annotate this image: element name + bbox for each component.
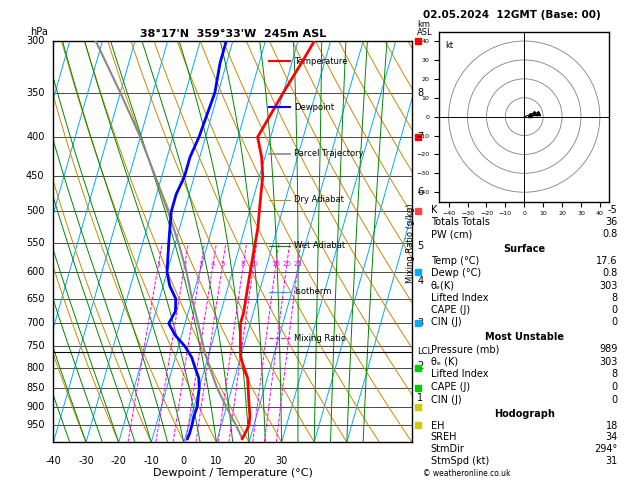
Text: 8: 8 [418,87,423,98]
Text: θₑ (K): θₑ (K) [431,357,458,367]
Text: 25: 25 [293,260,302,266]
Text: 0: 0 [611,395,618,404]
Text: -5: -5 [608,205,618,215]
Text: CAPE (J): CAPE (J) [431,382,470,392]
Text: 20: 20 [282,260,291,266]
Text: Temperature: Temperature [294,57,347,66]
Text: 0.8: 0.8 [603,268,618,278]
Text: CIN (J): CIN (J) [431,395,462,404]
Text: 303: 303 [599,280,618,291]
Text: Most Unstable: Most Unstable [485,332,564,342]
Text: -10: -10 [143,456,159,466]
Text: 600: 600 [26,267,45,277]
Text: 0.8: 0.8 [603,229,618,240]
Text: Lifted Index: Lifted Index [431,293,488,303]
Text: StmDir: StmDir [431,444,465,454]
Text: Totals Totals: Totals Totals [431,217,490,227]
Text: 1: 1 [418,393,423,403]
Text: Dewpoint: Dewpoint [294,103,334,112]
Text: 0: 0 [181,456,187,466]
Text: © weatheronline.co.uk: © weatheronline.co.uk [423,469,510,478]
Text: 16: 16 [271,260,280,266]
Text: 2: 2 [182,260,187,266]
Text: 294°: 294° [594,444,618,454]
Text: 10: 10 [210,456,223,466]
Text: 0: 0 [611,382,618,392]
Text: Isotherm: Isotherm [294,287,331,296]
Text: Dewpoint / Temperature (°C): Dewpoint / Temperature (°C) [153,469,313,478]
Text: 7: 7 [418,132,423,142]
Text: -40: -40 [45,456,62,466]
Text: 3: 3 [199,260,203,266]
Text: km
ASL: km ASL [418,20,433,37]
Text: CAPE (J): CAPE (J) [431,305,470,315]
Text: 900: 900 [26,402,45,412]
Text: kt: kt [445,41,453,50]
Text: Parcel Trajectory: Parcel Trajectory [294,149,364,158]
Text: 10: 10 [249,260,258,266]
Text: 8: 8 [241,260,245,266]
Text: 30: 30 [276,456,287,466]
Text: Lifted Index: Lifted Index [431,369,488,380]
Text: 550: 550 [26,238,45,248]
Text: Wet Adiabat: Wet Adiabat [294,241,345,250]
Text: -20: -20 [111,456,126,466]
Text: SREH: SREH [431,433,457,442]
Text: 38°17'N  359°33'W  245m ASL: 38°17'N 359°33'W 245m ASL [140,29,326,39]
Text: 350: 350 [26,87,45,98]
Text: Mixing Ratio: Mixing Ratio [294,333,346,343]
Text: θₑ(K): θₑ(K) [431,280,455,291]
Text: 8: 8 [611,293,618,303]
Text: Mixing Ratio (g/kg): Mixing Ratio (g/kg) [406,203,415,283]
Text: 0: 0 [611,305,618,315]
Text: 31: 31 [606,456,618,466]
Text: hPa: hPa [30,27,48,37]
Text: 0: 0 [611,317,618,327]
Text: 1: 1 [156,260,160,266]
Text: 18: 18 [606,421,618,431]
Text: 6: 6 [418,187,423,197]
Text: Dewp (°C): Dewp (°C) [431,268,481,278]
Text: 750: 750 [26,342,45,351]
Text: 8: 8 [611,369,618,380]
Text: 400: 400 [26,132,45,142]
Text: CIN (J): CIN (J) [431,317,462,327]
Text: 17.6: 17.6 [596,256,618,266]
Text: 20: 20 [243,456,255,466]
Text: 450: 450 [26,172,45,181]
Text: 300: 300 [26,36,45,46]
Text: 850: 850 [26,383,45,393]
Text: Hodograph: Hodograph [494,409,555,419]
Text: Surface: Surface [503,244,545,254]
Text: 4: 4 [211,260,215,266]
Text: 34: 34 [606,433,618,442]
Text: PW (cm): PW (cm) [431,229,472,240]
Text: 950: 950 [26,420,45,430]
Text: 2: 2 [418,361,423,371]
Text: -30: -30 [78,456,94,466]
Text: 02.05.2024  12GMT (Base: 00): 02.05.2024 12GMT (Base: 00) [423,10,601,20]
Text: 5: 5 [418,241,423,251]
Text: Pressure (mb): Pressure (mb) [431,344,499,354]
Text: 650: 650 [26,294,45,304]
Text: 3: 3 [418,318,423,329]
Text: 5: 5 [220,260,225,266]
Text: 303: 303 [599,357,618,367]
Text: LCL: LCL [418,347,433,356]
Text: K: K [431,205,437,215]
Text: EH: EH [431,421,444,431]
Text: 36: 36 [606,217,618,227]
Text: 989: 989 [599,344,618,354]
Text: 800: 800 [26,363,45,373]
Text: 4: 4 [418,276,423,286]
Text: 700: 700 [26,318,45,329]
Text: StmSpd (kt): StmSpd (kt) [431,456,489,466]
Text: Dry Adiabat: Dry Adiabat [294,195,343,204]
Text: Temp (°C): Temp (°C) [431,256,479,266]
Text: 500: 500 [26,207,45,216]
